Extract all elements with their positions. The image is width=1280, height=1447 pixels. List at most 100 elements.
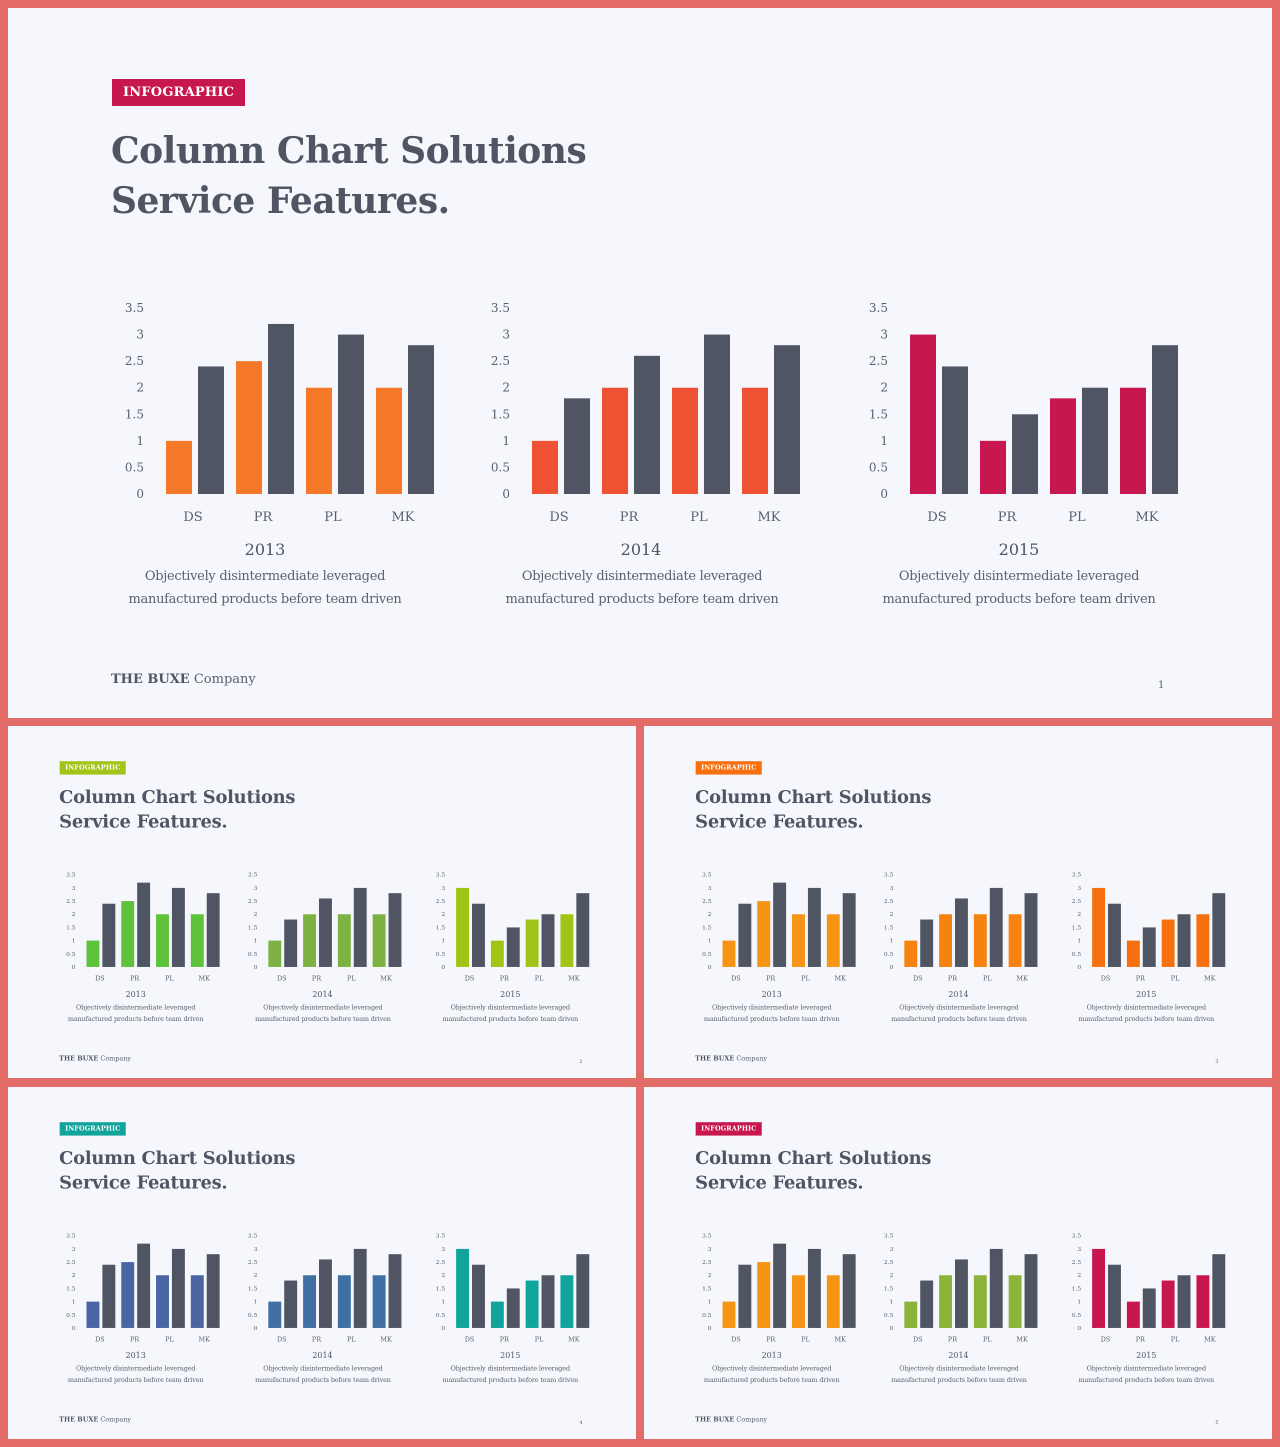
bar-ds-accent <box>1092 1248 1106 1328</box>
description-line-1: Objectively disintermediate leveraged <box>899 1365 1019 1373</box>
x-tick-label: PR <box>998 510 1018 525</box>
bar-pl-dark <box>704 334 730 494</box>
bar-pl-dark <box>338 334 364 494</box>
y-tick-label: 3 <box>441 885 445 892</box>
bar-pl-accent <box>337 914 351 967</box>
x-tick-label: MK <box>380 974 392 982</box>
chart-svg: 0 0.5 1 1.5 2 2.5 3 3.5 DS PR PL MK <box>125 301 434 525</box>
x-tick-label: PR <box>312 1335 321 1343</box>
bar-mk-accent <box>826 1275 840 1328</box>
bar-pr-accent <box>939 1275 953 1328</box>
description-line-1: Objectively disintermediate leveraged <box>1086 1004 1207 1012</box>
bar-pl-accent <box>792 1275 805 1328</box>
description-line-2: manufactured products before team driven <box>67 1376 204 1384</box>
y-tick-label: 3 <box>708 885 712 892</box>
chart-description: Objectively disintermediate leveraged man… <box>56 1002 215 1025</box>
y-tick-label: 3.5 <box>248 872 258 879</box>
chart-description: Objectively disintermediate leveraged man… <box>879 1363 1038 1386</box>
slide-content: INFOGRAPHIC Column Chart Solutions Service… <box>8 1087 636 1439</box>
bar-pl-accent <box>1161 1280 1175 1328</box>
y-tick-label: 3.5 <box>1072 1233 1082 1240</box>
x-tick-label: PL <box>1171 1335 1180 1343</box>
y-tick-label: 1 <box>890 1299 894 1306</box>
y-tick-label: 3.5 <box>491 301 510 315</box>
bar-mk-dark <box>388 893 402 967</box>
bar-pr-dark <box>506 1288 520 1328</box>
slide-3[interactable]: INFOGRAPHIC Column Chart Solutions Service… <box>644 726 1272 1078</box>
y-tick-label: 0.5 <box>125 460 144 474</box>
y-tick-label: 2.5 <box>869 354 888 368</box>
y-tick-label: 1 <box>1077 938 1081 945</box>
bar-ds-accent <box>722 940 736 967</box>
x-tick-label: PL <box>165 974 174 982</box>
x-tick-label: PR <box>1136 1335 1145 1343</box>
y-tick-label: 1 <box>441 1299 445 1306</box>
description-line-2: manufactured products before team driven <box>67 1015 204 1023</box>
bar-mk-dark <box>774 345 800 494</box>
x-tick-label: MK <box>1016 1335 1028 1343</box>
y-tick-label: 3 <box>441 1246 445 1253</box>
bar-pl-accent <box>337 1275 351 1328</box>
y-tick-label: 0.5 <box>1072 951 1082 958</box>
bar-pr-dark <box>137 1243 151 1328</box>
page-number: 5 <box>1215 1420 1219 1426</box>
y-tick-label: 0.5 <box>66 951 76 958</box>
y-tick-label: 2.5 <box>436 1259 446 1266</box>
y-tick-label: 0 <box>708 1325 712 1332</box>
y-tick-label: 0 <box>254 1325 258 1332</box>
chart-description: Objectively disintermediate leveraged man… <box>482 565 802 611</box>
bar-mk-dark <box>842 893 856 967</box>
y-tick-label: 0.5 <box>248 1312 258 1319</box>
bar-mk-dark <box>1212 1254 1226 1328</box>
x-tick-label: DS <box>277 974 287 982</box>
description-line-1: Objectively disintermediate leveraged <box>450 1365 571 1373</box>
x-tick-label: DS <box>1101 1335 1111 1343</box>
y-tick-label: 0.5 <box>869 460 888 474</box>
bar-mk-dark <box>1212 893 1226 967</box>
x-tick-label: PR <box>1136 974 1145 982</box>
title-line-1: Column Chart Solutions <box>59 786 296 808</box>
description-line-1: Objectively disintermediate leveraged <box>899 1004 1019 1012</box>
chart-year-label: 2014 <box>948 1350 969 1361</box>
x-tick-label: DS <box>277 1335 287 1343</box>
x-tick-label: PL <box>801 1335 810 1343</box>
bar-ds-accent <box>268 940 282 967</box>
infographic-tag: INFOGRAPHIC <box>59 1122 126 1136</box>
bar-pl-dark <box>353 887 367 967</box>
bar-pr-dark <box>506 927 520 967</box>
x-tick-label: PR <box>948 974 957 982</box>
column-chart-2014: 0 0.5 1 1.5 2 2.5 3 3.5 DS PR PL MK <box>243 1226 402 1345</box>
y-tick-label: 0 <box>136 487 144 501</box>
slide-1[interactable]: INFOGRAPHIC Column Chart Solutions Service… <box>8 8 1272 718</box>
y-tick-label: 3 <box>254 1246 258 1253</box>
y-tick-label: 1.5 <box>436 1285 446 1292</box>
description-line-2: manufactured products before team driven <box>128 592 402 607</box>
chart-year-label: 2014 <box>620 540 662 559</box>
y-tick-label: 2.5 <box>125 354 144 368</box>
bar-pl-accent <box>156 1275 169 1328</box>
company-name-bold: THE BUXE <box>59 1416 99 1424</box>
bar-pr-dark <box>954 898 968 967</box>
slide-title: Column Chart Solutions Service Features. <box>59 1146 295 1196</box>
slide-5[interactable]: INFOGRAPHIC Column Chart Solutions Service… <box>644 1087 1272 1439</box>
bar-pr-dark <box>1142 927 1156 967</box>
bar-pl-dark <box>807 1248 821 1328</box>
column-chart-2013: 0 0.5 1 1.5 2 2.5 3 3.5 DS PR PL MK <box>62 1226 221 1345</box>
bar-mk-dark <box>842 1254 856 1328</box>
company-name-bold: THE BUXE <box>695 1416 735 1424</box>
bar-ds-dark <box>1108 1264 1121 1328</box>
y-tick-label: 2.5 <box>884 898 894 905</box>
slide-2[interactable]: INFOGRAPHIC Column Chart Solutions Service… <box>8 726 636 1078</box>
slide-4[interactable]: INFOGRAPHIC Column Chart Solutions Service… <box>8 1087 636 1439</box>
bar-pr-accent <box>121 901 135 967</box>
bar-pr-dark <box>1142 1288 1156 1328</box>
y-tick-label: 0.5 <box>436 1312 446 1319</box>
chart-year-label: 2013 <box>761 1350 782 1361</box>
infographic-tag: INFOGRAPHIC <box>59 761 126 775</box>
bar-pl-accent <box>672 387 698 494</box>
page-number: 1 <box>1158 680 1165 691</box>
bar-pl-dark <box>989 887 1003 967</box>
bar-pr-dark <box>137 882 151 967</box>
bar-ds-dark <box>284 1280 298 1328</box>
column-chart-2013: 0 0.5 1 1.5 2 2.5 3 3.5 DS PR PL MK <box>698 1226 857 1345</box>
